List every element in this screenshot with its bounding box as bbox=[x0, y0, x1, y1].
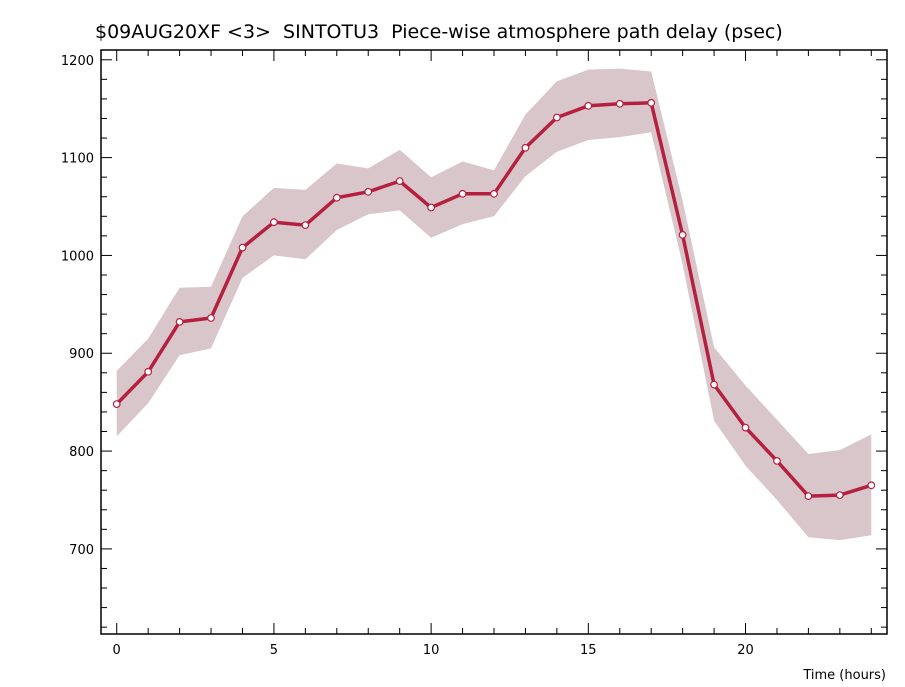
data-point bbox=[867, 481, 876, 490]
data-point bbox=[270, 218, 278, 227]
confidence-band bbox=[116, 68, 872, 541]
data-point bbox=[238, 243, 247, 252]
data-point bbox=[427, 203, 436, 212]
y-tick-label: 1200 bbox=[61, 54, 94, 69]
data-point-layer bbox=[112, 98, 876, 501]
data-point bbox=[678, 230, 687, 239]
data-point bbox=[647, 98, 656, 107]
data-point bbox=[553, 113, 561, 122]
chart-title: $09AUG20XF <3> SINTOTU3 Piece-wise atmos… bbox=[95, 21, 783, 43]
data-point bbox=[521, 143, 530, 152]
data-point bbox=[175, 318, 184, 326]
y-tick-label: 800 bbox=[69, 445, 94, 460]
data-point bbox=[144, 367, 153, 376]
y-tick-label: 900 bbox=[69, 347, 94, 362]
data-point bbox=[458, 189, 467, 198]
data-point bbox=[490, 189, 498, 198]
y-tick-label: 1100 bbox=[61, 152, 94, 167]
data-point bbox=[112, 400, 121, 409]
data-point bbox=[395, 177, 404, 186]
data-point bbox=[364, 187, 373, 196]
data-point bbox=[332, 193, 341, 202]
axis-ticks bbox=[101, 50, 887, 634]
data-point bbox=[773, 457, 781, 465]
axis-tick-labels: 0 5 10 15 20 700 800 900 1000 1100 1200 bbox=[61, 54, 754, 658]
confidence-band-layer bbox=[116, 68, 872, 541]
data-point bbox=[710, 380, 718, 389]
x-axis-label: Time (hours) bbox=[802, 668, 886, 683]
data-point bbox=[207, 314, 215, 322]
data-point bbox=[741, 423, 750, 432]
data-point bbox=[835, 491, 844, 500]
x-tick-label: 5 bbox=[270, 643, 278, 658]
data-point bbox=[584, 101, 593, 110]
y-tick-label: 700 bbox=[69, 543, 94, 558]
x-tick-label: 10 bbox=[423, 643, 440, 658]
y-tick-label: 1000 bbox=[61, 249, 94, 264]
x-tick-label: 20 bbox=[737, 643, 754, 658]
x-tick-label: 15 bbox=[580, 643, 597, 658]
plot-frame bbox=[100, 49, 888, 635]
data-point bbox=[615, 99, 624, 108]
x-tick-label: 0 bbox=[113, 643, 121, 658]
data-point bbox=[301, 221, 310, 230]
data-point bbox=[804, 492, 813, 501]
